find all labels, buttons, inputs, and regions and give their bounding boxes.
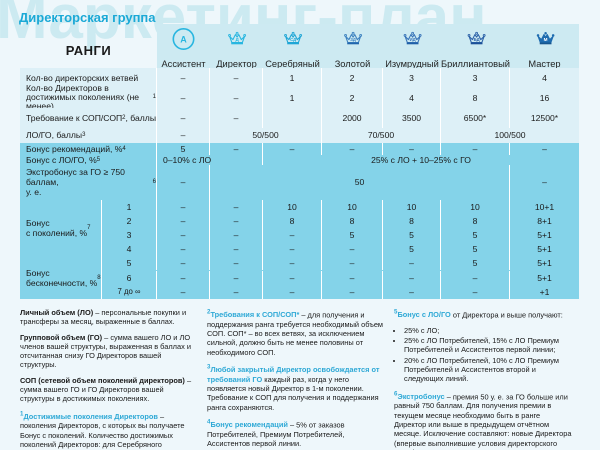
svg-text:ЗД: ЗД bbox=[350, 37, 356, 42]
svg-text:СД: СД bbox=[290, 37, 296, 42]
svg-text:ИД: ИД bbox=[410, 37, 416, 42]
svg-text:A: A bbox=[180, 35, 187, 45]
svg-text:БД: БД bbox=[474, 37, 480, 42]
svg-text:Д: Д bbox=[235, 37, 239, 42]
svg-text:M: M bbox=[544, 37, 548, 42]
